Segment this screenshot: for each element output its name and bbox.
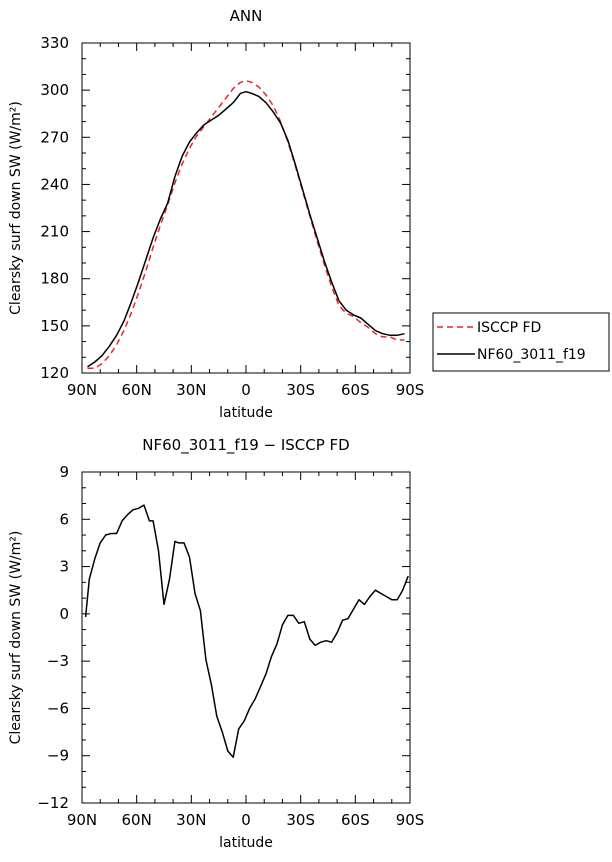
x-tick-label: 90S bbox=[396, 811, 425, 829]
y-tick-label: 300 bbox=[40, 81, 69, 99]
x-tick-label: 90S bbox=[396, 381, 425, 399]
x-tick-label: 0 bbox=[241, 381, 251, 399]
y-tick-label: 330 bbox=[40, 34, 69, 52]
legend-label: NF60_3011_f19 bbox=[477, 347, 586, 363]
y-tick-label: −12 bbox=[37, 794, 69, 812]
top-chart: ANN 90N 60N 30N 0 30S 60S 90S 120 150 180 210 240 270… bbox=[8, 7, 610, 421]
x-tick-label: 90N bbox=[67, 811, 97, 829]
x-tick-label: 60N bbox=[122, 811, 152, 829]
x-tick-label: 90N bbox=[67, 381, 97, 399]
y-axis-label: Clearsky surf down SW (W/m²) bbox=[8, 101, 24, 315]
y-tick-label: 240 bbox=[40, 175, 69, 193]
x-tick-label: 60N bbox=[122, 381, 152, 399]
series-line-1 bbox=[87, 90, 405, 368]
series-line-0 bbox=[87, 79, 405, 370]
plot-frame bbox=[81, 42, 411, 374]
y-tick-label: 0 bbox=[59, 605, 69, 623]
y-tick-label: 9 bbox=[59, 463, 69, 481]
y-tick-label: 120 bbox=[40, 364, 69, 382]
x-tick-label: 30N bbox=[176, 381, 206, 399]
plot-frame bbox=[81, 471, 411, 804]
y-tick-label: 6 bbox=[59, 510, 69, 528]
y-axis-label: Clearsky surf down SW (W/m²) bbox=[8, 531, 24, 745]
y-tick-label: −3 bbox=[47, 652, 69, 670]
y-tick-label: 270 bbox=[40, 128, 69, 146]
y-tick-label: −9 bbox=[47, 747, 69, 765]
x-tick-label: 0 bbox=[241, 811, 251, 829]
x-tick-label: 30S bbox=[286, 811, 315, 829]
x-tick-label: 30N bbox=[176, 811, 206, 829]
x-tick-label: 60S bbox=[341, 381, 370, 399]
x-axis-label: latitude bbox=[219, 405, 273, 421]
y-tick-label: 180 bbox=[40, 270, 69, 288]
legend-label: ISCCP FD bbox=[477, 320, 541, 336]
y-tick-label: 150 bbox=[40, 317, 69, 335]
legend-box bbox=[432, 312, 610, 372]
series-line-0 bbox=[84, 504, 409, 759]
chart-title: ANN bbox=[230, 7, 263, 25]
y-tick-label: −6 bbox=[47, 699, 69, 717]
y-tick-label: 210 bbox=[40, 223, 69, 241]
difference-chart: NF60_3011_f19 − ISCCP FD 90N 60N 30N 0 30S 60S… bbox=[8, 436, 424, 851]
x-axis-label: latitude bbox=[219, 835, 273, 851]
x-tick-label: 30S bbox=[286, 381, 315, 399]
chart-title: NF60_3011_f19 − ISCCP FD bbox=[142, 436, 349, 455]
y-tick-label: 3 bbox=[59, 558, 69, 576]
x-tick-label: 60S bbox=[341, 811, 370, 829]
